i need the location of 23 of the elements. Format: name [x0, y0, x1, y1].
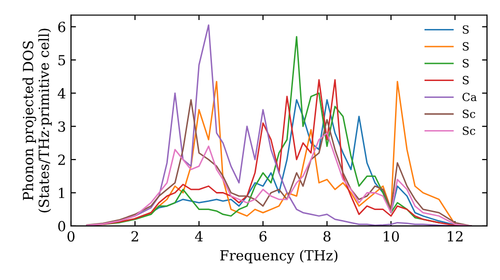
x-tick-label: 10: [384, 231, 399, 242]
legend-label: S: [462, 42, 469, 51]
y-tick-label: 3: [58, 121, 66, 132]
legend-label: Sc: [462, 126, 476, 135]
x-tick-label: 8: [324, 231, 330, 242]
y-axis-title: Phonon projected DOS (States/THz·primitive cell): [22, 28, 52, 212]
x-tick-label: 4: [195, 231, 203, 242]
y-tick-label: 2: [58, 154, 65, 165]
x-tick-label: 12: [448, 231, 462, 242]
x-tick-label: 0: [67, 231, 74, 242]
y-tick-label: 5: [58, 55, 66, 66]
legend-label: Ca: [462, 92, 477, 102]
y-tick-label: 0: [58, 220, 66, 232]
x-tick-label: 2: [132, 231, 138, 242]
y-tick-label: 6: [58, 22, 66, 32]
y-tick-label: 4: [58, 88, 66, 98]
y-tick-label: 1: [58, 188, 64, 198]
legend-label: S: [462, 25, 469, 34]
x-tick-label: 6: [260, 231, 267, 242]
legend-label: S: [462, 76, 469, 84]
legend-label: Sc: [462, 110, 476, 118]
legend-label: S: [462, 59, 469, 68]
x-axis-title: Frequency (THz): [220, 250, 338, 264]
